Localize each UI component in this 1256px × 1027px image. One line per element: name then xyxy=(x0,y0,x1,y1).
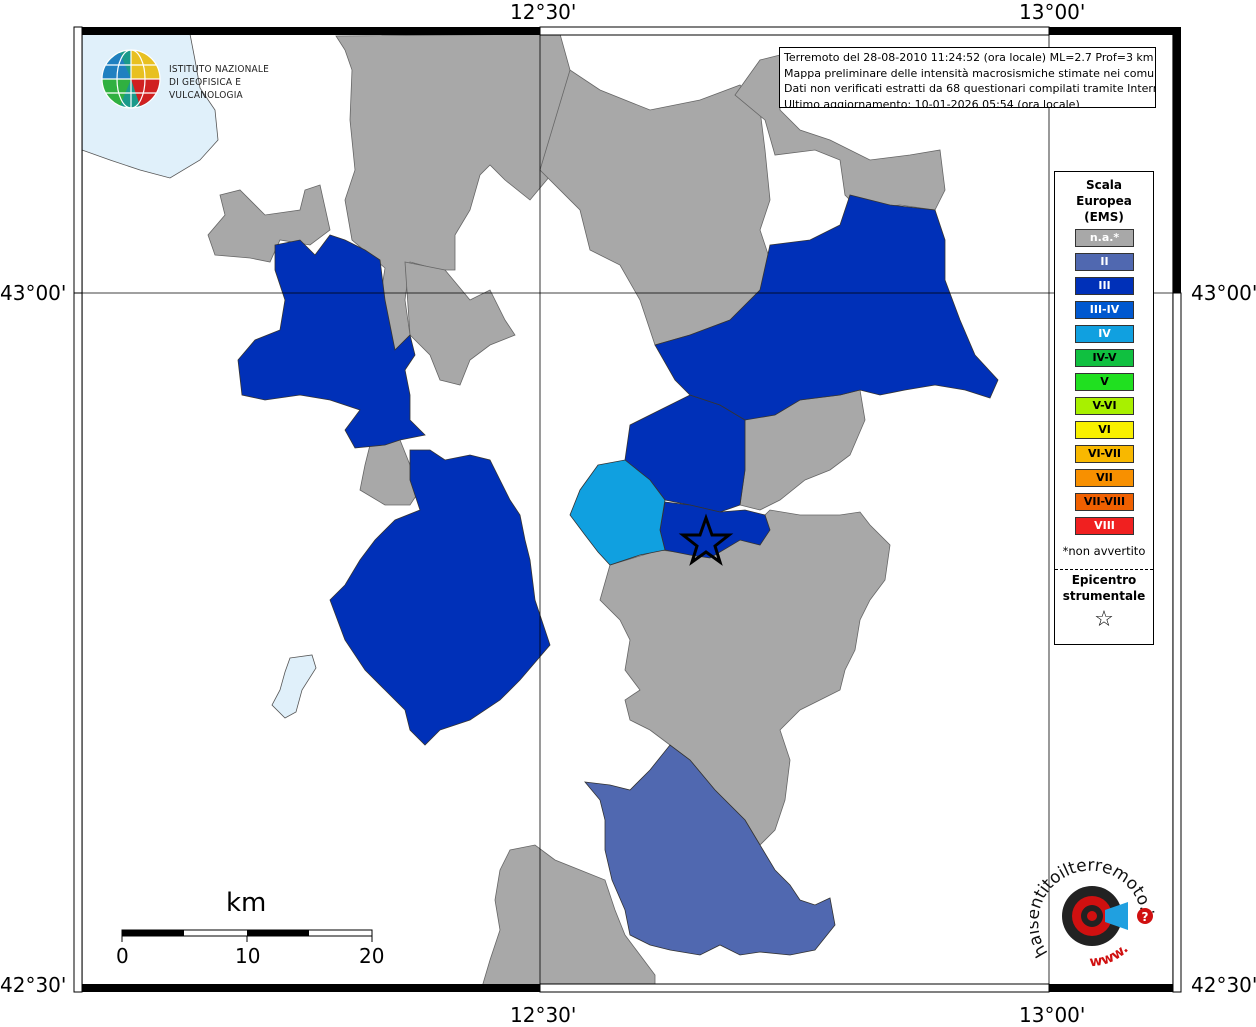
legend-item-0: n.a.* xyxy=(1075,229,1134,247)
legend-item-3: III-IV xyxy=(1075,301,1134,319)
lat-label-right-top: 43°00' xyxy=(1191,281,1256,305)
small-lake xyxy=(271,654,317,719)
legend-title-line1: Scala xyxy=(1085,178,1123,192)
lon-label-top-right: 13°00' xyxy=(1019,0,1086,24)
legend-note: *non avvertito xyxy=(1062,544,1146,558)
legend-title-line3: (EMS) xyxy=(1084,210,1124,224)
event-info-line1: Terremoto del 28-08-2010 11:24:52 (ora l… xyxy=(784,51,1154,64)
scale-bar xyxy=(121,929,373,942)
globe-icon xyxy=(101,49,161,109)
legend-divider xyxy=(1055,569,1153,570)
lat-label-left-bottom: 42°30' xyxy=(0,973,67,997)
question-mark-icon: ? xyxy=(1142,910,1149,924)
intensity-legend: Scala Europea (EMS) n.a.* II III III-IV IV IV… xyxy=(1054,171,1154,645)
scale-tick-10: 10 xyxy=(235,944,261,968)
event-info-line2: Mappa preliminare delle intensità macros… xyxy=(784,66,1156,80)
legend-item-9: VI-VII xyxy=(1075,445,1134,463)
haisentito-logo: haisentitoilterremoto.it www. ? xyxy=(1023,833,1160,978)
ingv-name-line2: DI GEOFISICA E VULCANOLOGIA xyxy=(169,77,243,101)
haisentito-icon: haisentitoilterremoto.it www. ? xyxy=(1023,833,1157,970)
region-iii-southwest xyxy=(329,449,551,746)
lat-label-right-bottom: 42°30' xyxy=(1191,973,1256,997)
legend-item-6: V xyxy=(1075,373,1134,391)
frame-ticks xyxy=(73,26,1182,993)
legend-item-5: IV-V xyxy=(1075,349,1134,367)
legend-item-2: III xyxy=(1075,277,1134,295)
lon-label-top-left: 12°30' xyxy=(510,0,577,24)
epicenter-star-icon: ☆ xyxy=(1094,607,1114,632)
scale-tick-0: 0 xyxy=(116,944,129,968)
region-na-center-n xyxy=(539,69,771,346)
ingv-name-line1: ISTITUTO NAZIONALE xyxy=(169,64,269,75)
region-na-ne xyxy=(734,54,946,211)
event-info-line3: Dati non verificati estratti da 68 quest… xyxy=(784,82,1156,95)
legend-item-10: VII xyxy=(1075,469,1134,487)
region-na-west-small xyxy=(359,439,421,506)
legend-item-7: V-VI xyxy=(1075,397,1134,415)
lon-label-bottom-left: 12°30' xyxy=(510,1003,577,1027)
legend-item-8: VI xyxy=(1075,421,1134,439)
region-iii-west xyxy=(237,234,426,449)
region-na-south xyxy=(599,509,891,846)
scale-tick-20: 20 xyxy=(359,944,385,968)
legend-item-11: VII-VIII xyxy=(1075,493,1134,511)
region-ii xyxy=(584,744,836,956)
lon-label-bottom-right: 13°00' xyxy=(1019,1003,1086,1027)
legend-item-4: IV xyxy=(1075,325,1134,343)
event-info-box: Terremoto del 28-08-2010 11:24:52 (ora l… xyxy=(779,47,1156,108)
epicenter-star xyxy=(678,513,734,566)
legend-title-line2: Europea xyxy=(1076,194,1132,208)
ingv-logo: ISTITUTO NAZIONALE DI GEOFISICA E VULCAN… xyxy=(100,48,310,112)
legend-item-12: VIII xyxy=(1075,517,1134,535)
legend-epicenter-line1: Epicentro xyxy=(1071,573,1137,587)
region-na-southwest xyxy=(481,844,656,988)
legend-item-1: II xyxy=(1075,253,1134,271)
legend-epicenter-line2: strumentale xyxy=(1062,589,1146,603)
event-info-line4: Ultimo aggiornamento: 10-01-2026 05:54 (… xyxy=(784,97,1080,108)
region-iv xyxy=(569,459,666,566)
lat-label-left-top: 43°00' xyxy=(0,281,67,305)
scale-unit: km xyxy=(226,888,267,918)
region-iii-ne xyxy=(654,194,999,421)
